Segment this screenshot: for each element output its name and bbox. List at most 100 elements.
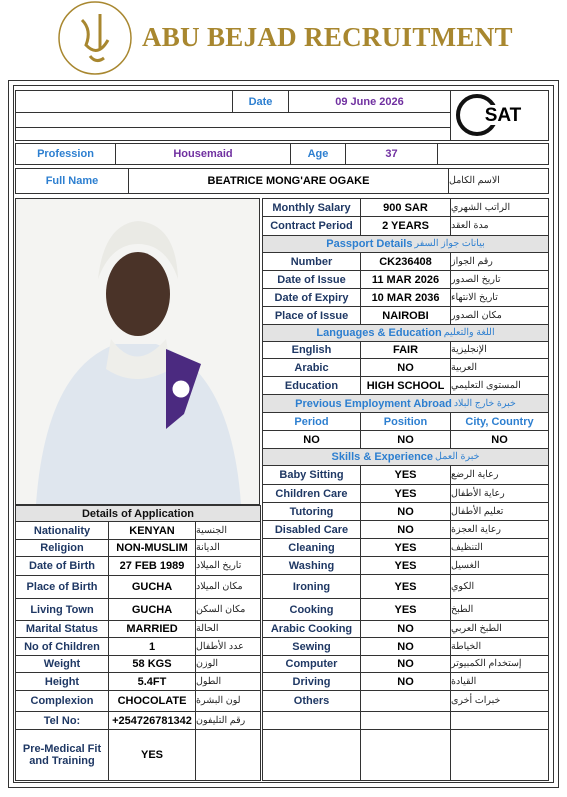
- section-title: خبرة خارج البلاد: [453, 397, 516, 409]
- language-label: Education: [262, 376, 361, 395]
- page-title: ABU BEJAD RECRUITMENT: [142, 22, 513, 52]
- skill-label: Driving: [262, 672, 361, 691]
- employment-column: Period: [262, 412, 361, 431]
- employment-column: City, Country: [450, 412, 549, 431]
- detail-label: Height: [15, 672, 109, 691]
- language-ar: المستوى التعليمي: [450, 376, 549, 395]
- detail-label: Pre-Medical Fit and Training: [15, 729, 109, 781]
- blank-cell: [15, 127, 451, 141]
- blank-cell: [450, 729, 549, 781]
- detail-label: Weight: [15, 655, 109, 673]
- full-name-ar: الاسم الكامل: [448, 168, 549, 194]
- skill-ar: الطبخ: [450, 598, 549, 621]
- detail-value: MARRIED: [108, 620, 196, 638]
- details-title: Details of Application: [15, 505, 261, 522]
- detail-label: Religion: [15, 539, 109, 557]
- salary-value: 2 YEARS: [360, 216, 451, 236]
- language-ar: العربية: [450, 358, 549, 377]
- passport-label: Date of Expiry: [262, 288, 361, 307]
- detail-ar: مكان السكن: [195, 598, 261, 621]
- blank-cell: [262, 711, 361, 730]
- skill-label: Arabic Cooking: [262, 620, 361, 638]
- detail-ar: الجنسية: [195, 521, 261, 540]
- skill-ar: الخياطة: [450, 637, 549, 656]
- detail-label: Marital Status: [15, 620, 109, 638]
- skill-label: Others: [262, 690, 361, 712]
- passport-value: 10 MAR 2036: [360, 288, 451, 307]
- photo-placeholder: [36, 221, 241, 504]
- section-header: Languages & Education اللغة والتعليم: [262, 324, 549, 342]
- employment-value: NO: [450, 430, 549, 449]
- skill-ar: خبرات أخرى: [450, 690, 549, 712]
- salary-label: Contract Period: [262, 216, 361, 236]
- salary-label: Monthly Salary: [262, 198, 361, 217]
- skill-label: Sewing: [262, 637, 361, 656]
- full-name-value: BEATRICE MONG'ARE OGAKE: [128, 168, 449, 194]
- skill-ar: رعاية العجزة: [450, 520, 549, 539]
- skill-value: YES: [360, 465, 451, 485]
- skill-ar: تعليم الأطفال: [450, 502, 549, 521]
- detail-value: GUCHA: [108, 575, 196, 599]
- skill-label: Children Care: [262, 484, 361, 503]
- detail-value: 1: [108, 637, 196, 656]
- blank-cell: [262, 729, 361, 781]
- passport-ar: مكان الصدور: [450, 306, 549, 325]
- passport-value: CK236408: [360, 252, 451, 271]
- detail-label: Complexion: [15, 690, 109, 712]
- detail-ar: لون البشرة: [195, 690, 261, 712]
- profession-value: Housemaid: [115, 143, 291, 165]
- inner-border: [13, 85, 554, 783]
- section-title: Skills & Experience: [331, 451, 434, 463]
- skill-ar: القيادة: [450, 672, 549, 691]
- section-header: Previous Employment Abroad خبرة خارج البل…: [262, 394, 549, 413]
- detail-label: Tel No:: [15, 711, 109, 730]
- passport-ar: تاريخ الصدور: [450, 270, 549, 289]
- skill-label: Ironing: [262, 574, 361, 599]
- skill-ar: الكوي: [450, 574, 549, 599]
- passport-value: NAIROBI: [360, 306, 451, 325]
- skill-ar: الطبخ العربي: [450, 620, 549, 638]
- detail-value: GUCHA: [108, 598, 196, 621]
- blank-cell: [437, 143, 549, 165]
- section-title: Languages & Education: [316, 327, 442, 339]
- skill-ar: التنظيف: [450, 538, 549, 557]
- passport-label: Place of Issue: [262, 306, 361, 325]
- date-label: Date: [232, 90, 289, 113]
- blank-cell: [450, 711, 549, 730]
- section-title: Previous Employment Abroad: [295, 397, 452, 410]
- salary-ar: مدة العقد: [450, 216, 549, 236]
- full-name-label: Full Name: [15, 168, 129, 194]
- detail-value: KENYAN: [108, 521, 196, 540]
- skill-value: NO: [360, 620, 451, 638]
- blank-cell: [360, 711, 451, 730]
- skill-label: Cleaning: [262, 538, 361, 557]
- skill-label: Cooking: [262, 598, 361, 621]
- brand-logo: [58, 1, 132, 75]
- detail-label: Date of Birth: [15, 556, 109, 576]
- detail-ar: رقم التليفون: [195, 711, 261, 730]
- skill-value: NO: [360, 502, 451, 521]
- detail-label: Nationality: [15, 521, 109, 540]
- employment-value: NO: [262, 430, 361, 449]
- skill-ar: الغسيل: [450, 556, 549, 575]
- language-label: Arabic: [262, 358, 361, 377]
- passport-label: Number: [262, 252, 361, 271]
- detail-ar: مكان الميلاد: [195, 575, 261, 599]
- detail-value: 27 FEB 1989: [108, 556, 196, 576]
- detail-value: NON-MUSLIM: [108, 539, 196, 557]
- language-label: English: [262, 341, 361, 359]
- sat-logo-text: SAT: [485, 105, 522, 126]
- passport-ar: رقم الجواز: [450, 252, 549, 271]
- skill-value: NO: [360, 672, 451, 691]
- passport-label: Date of Issue: [262, 270, 361, 289]
- passport-ar: تاريخ الانتهاء: [450, 288, 549, 307]
- blank-cell: [15, 112, 451, 128]
- employment-value: NO: [360, 430, 451, 449]
- salary-value: 900 SAR: [360, 198, 451, 217]
- detail-value: CHOCOLATE: [108, 690, 196, 712]
- salary-ar: الراتب الشهري: [450, 198, 549, 217]
- language-value: HIGH SCHOOL: [360, 376, 451, 395]
- section-title: Passport Details: [326, 238, 413, 250]
- age-value: 37: [345, 143, 438, 165]
